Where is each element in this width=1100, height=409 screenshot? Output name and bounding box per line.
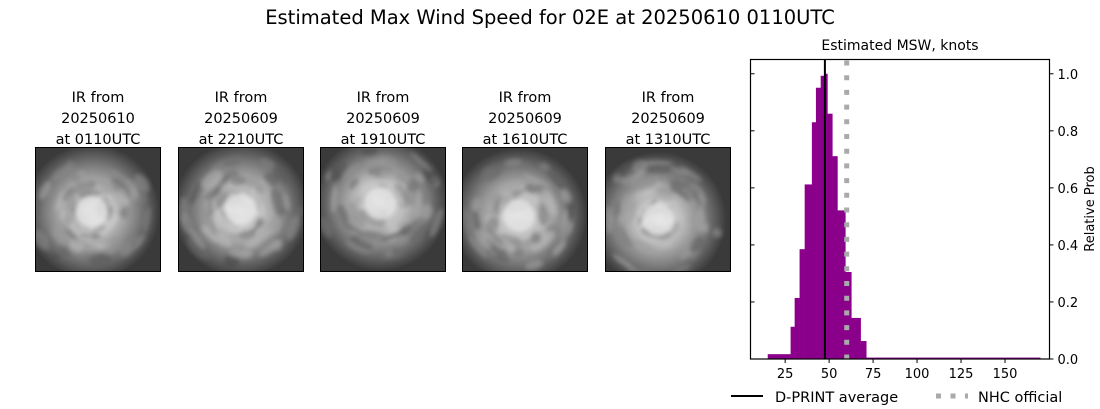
ir-satellite-image [320,147,446,272]
y-axis-ticks: 0.0 0.2 0.4 0.6 0.8 1.0 [750,68,1079,368]
histogram-bar [825,73,828,359]
ir-panel-title: IR from 20250609 at 2210UTC [198,90,284,148]
y-tick-label: 0.4 [1058,239,1079,254]
satellite-cloud-image [606,148,730,271]
ir-panel-3: IR from 20250609 at 1910UTC [320,88,446,272]
reference-lines [823,59,850,359]
figure-title: Estimated Max Wind Speed for 02E at 2025… [265,6,835,29]
histogram-bars [767,73,1041,359]
x-axis-ticks: 25 50 75 100 125 150 [777,359,1018,382]
y-tick-label: 0.2 [1058,296,1079,311]
y-tick-label: 1.0 [1058,68,1079,83]
histogram-bar [845,272,852,359]
histogram-bar [811,122,817,359]
ir-satellite-image [178,147,304,272]
satellite-cloud-image [179,148,303,271]
ir-panel-title: IR from 20250610 at 0110UTC [55,90,141,148]
histogram-bar [860,341,867,359]
histogram-bar [851,317,861,359]
legend: D-PRINT average NHC official [731,390,1062,406]
histogram-bar [815,87,821,359]
legend-nhc-label: NHC official [978,390,1062,406]
axes-frame [749,58,1051,360]
ir-panel-title: IR from 20250609 at 1910UTC [340,90,426,148]
histogram-bar [827,113,833,359]
ir-satellite-image [462,147,588,272]
ir-panel-title: IR from 20250609 at 1610UTC [482,90,568,148]
y-axis-label: Relative Prob [1083,166,1098,251]
ir-satellite-image [35,147,161,272]
ir-panel-2: IR from 20250609 at 2210UTC [178,88,304,272]
histogram-bar [832,156,838,359]
x-tick-label: 125 [949,367,974,382]
chart-title: Estimated MSW, knots [821,38,978,54]
ir-satellite-image [605,147,731,272]
histogram-bar [837,210,846,359]
histogram-bar [767,354,791,359]
ir-panel-title: IR from 20250609 at 1310UTC [625,90,711,148]
ir-panel-1: IR from 20250610 at 0110UTC [35,88,161,272]
histogram-bar [794,297,800,359]
ir-panel-5: IR from 20250609 at 1310UTC [605,88,731,272]
y-tick-label: 0.6 [1058,182,1079,197]
histogram-bar [804,184,813,359]
x-tick-label: 75 [865,367,882,382]
satellite-cloud-image [321,148,445,271]
x-tick-label: 50 [821,367,838,382]
y-tick-label: 0.8 [1058,125,1079,140]
histogram-bar [799,249,805,359]
satellite-cloud-image [36,148,160,271]
x-tick-label: 150 [993,367,1018,382]
histogram-bar [790,326,795,359]
x-tick-label: 25 [777,367,794,382]
x-tick-label: 100 [905,367,930,382]
legend-dprint-label: D-PRINT average [775,390,898,406]
y-tick-label: 0.0 [1058,353,1079,368]
satellite-cloud-image [463,148,587,271]
ir-panel-4: IR from 20250609 at 1610UTC [462,88,588,272]
histogram-bar [866,357,1041,359]
histogram-bar [820,75,826,359]
